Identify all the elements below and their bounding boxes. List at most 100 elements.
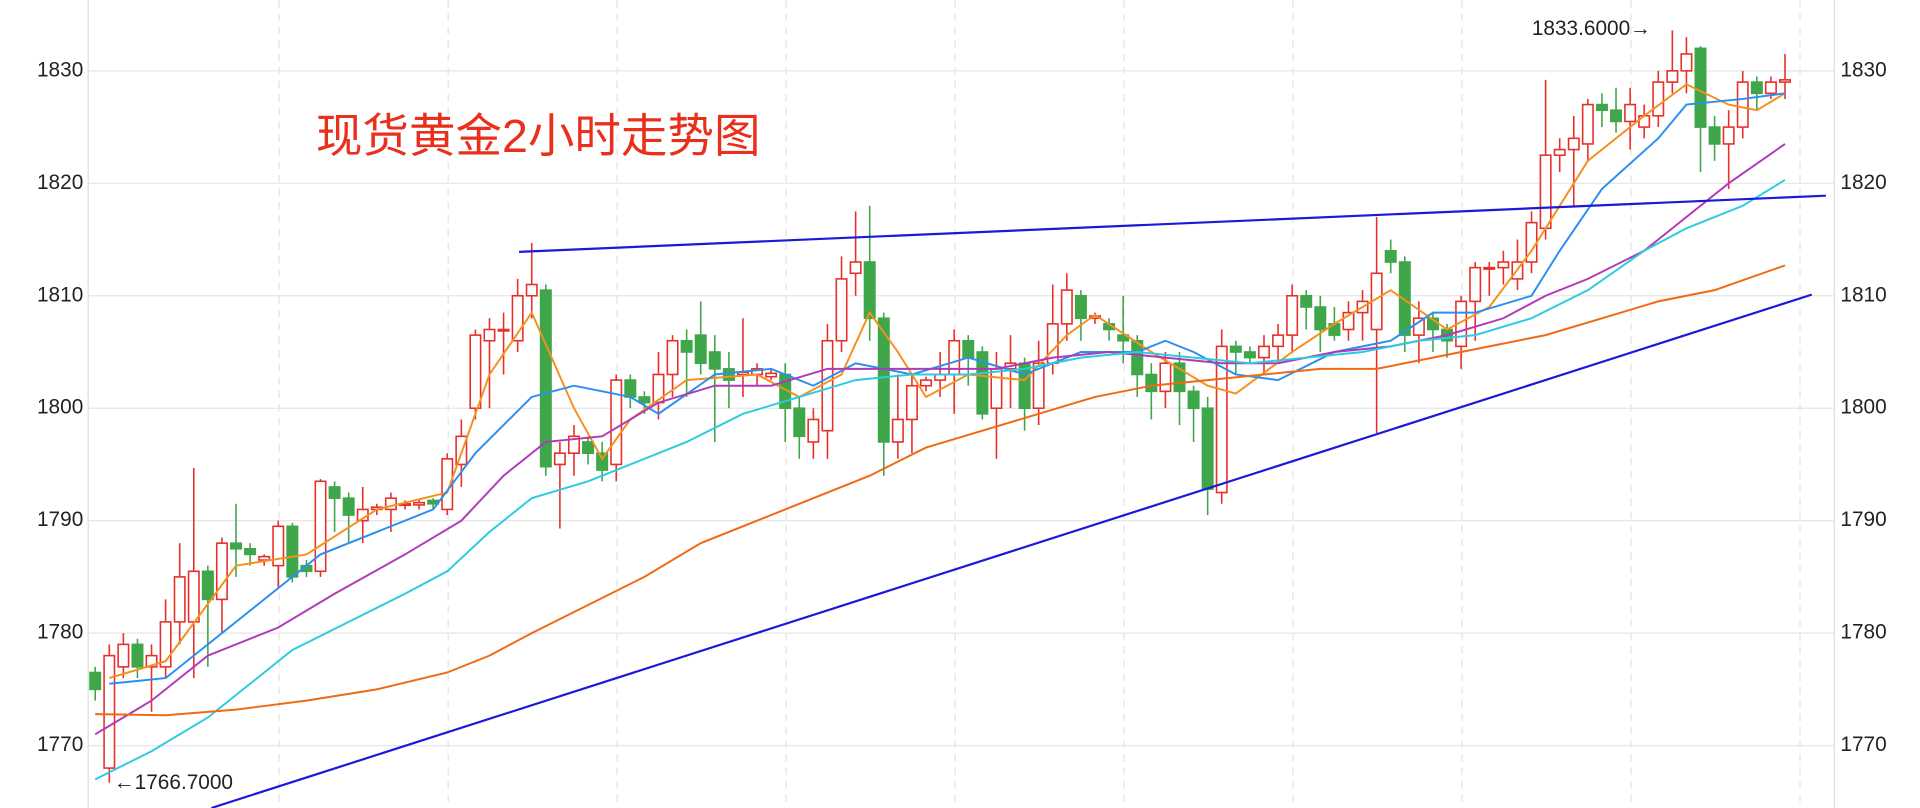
- candle-body: [117, 643, 130, 668]
- y2-tick-label: 1820: [1840, 171, 1886, 194]
- candle-body: [215, 542, 228, 601]
- candle-body: [173, 576, 186, 623]
- candle-body: [990, 368, 1003, 410]
- candle-body: [1553, 148, 1566, 156]
- candle-body: [1539, 154, 1552, 230]
- candle-body: [962, 339, 975, 359]
- candle-body: [1624, 103, 1637, 123]
- candle-body: [1595, 103, 1608, 112]
- candle-body: [1032, 362, 1045, 410]
- candle-body: [567, 435, 580, 454]
- candle-body: [1187, 390, 1200, 410]
- moving-average-line: [109, 92, 1786, 685]
- candle-body: [877, 317, 890, 443]
- candle-body: [807, 418, 820, 443]
- candle-body: [1243, 351, 1256, 359]
- moving-average-line: [109, 83, 1786, 680]
- candle-body: [1314, 306, 1327, 331]
- candle-body: [596, 452, 609, 471]
- y-tick-label: 1770: [37, 733, 83, 756]
- candle-body: [1342, 311, 1355, 331]
- candle-body: [1300, 294, 1313, 308]
- y2-tick-label: 1830: [1840, 58, 1886, 81]
- candle-body: [680, 339, 693, 353]
- candle-body: [145, 654, 158, 668]
- candle-body: [553, 452, 566, 466]
- candle-body: [1567, 137, 1580, 151]
- candle-body: [1398, 261, 1411, 336]
- candle-body: [342, 497, 355, 516]
- candle-body: [1257, 345, 1270, 359]
- candle-body: [511, 294, 524, 342]
- candle-body: [230, 542, 243, 550]
- candle-body: [976, 351, 989, 415]
- candle-body: [89, 671, 102, 691]
- candle-body: [694, 334, 707, 365]
- candle-body: [159, 621, 172, 668]
- candle-body: [1708, 126, 1721, 145]
- candle-body: [849, 261, 862, 275]
- candle-body: [1694, 47, 1707, 128]
- candle-body: [1384, 249, 1397, 263]
- candle-body: [835, 278, 848, 342]
- y-tick-label: 1820: [37, 171, 83, 194]
- candle-body: [1215, 345, 1228, 494]
- candle-body: [314, 480, 327, 573]
- candle-body: [187, 570, 200, 623]
- candle-body: [1145, 373, 1158, 393]
- candle-body: [582, 441, 595, 454]
- moving-average-line: [95, 264, 1786, 717]
- candle-body: [497, 328, 510, 332]
- candle-body: [1272, 334, 1285, 348]
- candle-body: [1581, 103, 1594, 145]
- candle-body: [863, 261, 876, 320]
- y2-tick-label: 1780: [1840, 621, 1886, 644]
- candle-body: [1750, 81, 1763, 95]
- candle-body: [624, 379, 637, 398]
- candle-body: [722, 368, 735, 381]
- candle-body: [1173, 362, 1186, 393]
- y2-tick-label: 1790: [1840, 508, 1886, 531]
- candle-body: [1229, 345, 1242, 353]
- candle-body: [1201, 407, 1214, 490]
- y-tick-label: 1830: [37, 58, 83, 81]
- candle-body: [286, 525, 299, 578]
- candle-body: [1722, 126, 1735, 145]
- candle-body: [1060, 289, 1073, 325]
- trend-line: [211, 293, 1813, 808]
- candle-body: [1483, 266, 1496, 270]
- candle-body: [201, 570, 214, 601]
- moving-average-line: [94, 179, 1786, 781]
- y-tick-label: 1780: [37, 621, 83, 644]
- candle-body: [1159, 362, 1172, 393]
- candle-body: [103, 654, 116, 769]
- candle-body: [328, 486, 341, 499]
- candle-body: [244, 547, 257, 556]
- y2-tick-label: 1800: [1840, 396, 1886, 419]
- grid: 1770 1770 1780 1780 1790 1790 1800 1800 1810 1810…: [37, 58, 1887, 756]
- candle-body: [1610, 109, 1623, 123]
- candle-body: [1469, 266, 1482, 303]
- candle-body: [1497, 261, 1510, 269]
- candle-body: [1680, 53, 1693, 72]
- annotation: ←1766.7000: [114, 771, 233, 794]
- y-tick-label: 1790: [37, 508, 83, 531]
- moving-average-line: [94, 143, 1786, 736]
- y-tick-label: 1800: [37, 396, 83, 419]
- candle-body: [920, 379, 933, 387]
- candle-body: [638, 396, 651, 404]
- candle-body: [1652, 81, 1665, 117]
- candle-body: [1131, 339, 1144, 376]
- candle-body: [666, 339, 679, 376]
- candle-body: [1736, 81, 1749, 128]
- candle-body: [525, 283, 538, 297]
- candle-body: [1412, 317, 1425, 336]
- candle-body: [413, 501, 426, 506]
- candle-body: [708, 351, 721, 370]
- y2-tick-label: 1810: [1840, 283, 1886, 306]
- candle-body: [258, 555, 271, 561]
- candle-body: [131, 643, 144, 668]
- candle-body: [1666, 70, 1679, 83]
